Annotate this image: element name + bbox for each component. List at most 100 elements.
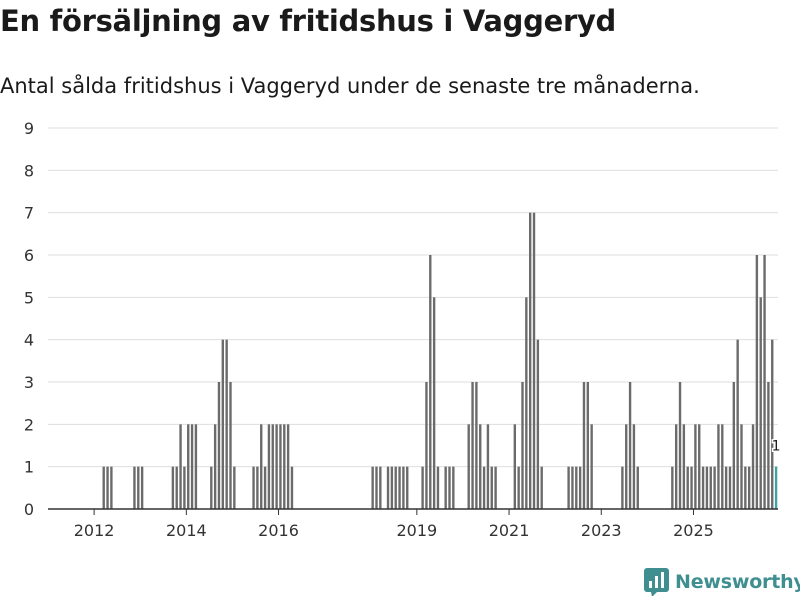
bar (494, 466, 497, 509)
y-tick-label: 2 (24, 415, 34, 434)
bar (271, 424, 274, 509)
bar (179, 424, 182, 509)
bar (390, 466, 394, 509)
x-tick-label: 2012 (74, 521, 115, 540)
y-tick-label: 7 (24, 204, 34, 223)
y-tick-label: 8 (24, 161, 34, 180)
chart-title: En försäljning av fritidshus i Vaggeryd (0, 4, 617, 38)
bar (467, 424, 470, 509)
bar (290, 466, 294, 509)
bar (286, 424, 290, 509)
bar (724, 466, 728, 509)
y-tick-label: 3 (24, 373, 34, 392)
bar (221, 339, 225, 509)
bar (721, 424, 724, 509)
bar (513, 424, 517, 509)
bar (486, 424, 490, 509)
bar (225, 339, 228, 509)
bar (751, 424, 755, 509)
bar (187, 424, 190, 509)
bar (429, 255, 432, 509)
bar (744, 466, 747, 509)
bar (528, 212, 532, 509)
bar (490, 466, 493, 509)
bar (267, 424, 271, 509)
bar (110, 466, 113, 509)
bar (682, 424, 686, 509)
bar (371, 466, 374, 509)
y-tick-label: 6 (24, 246, 34, 265)
bar (190, 424, 194, 509)
bar (402, 466, 405, 509)
bar (717, 424, 720, 509)
bar (475, 382, 478, 509)
bar (233, 466, 236, 509)
bar (444, 466, 447, 509)
bar (747, 466, 751, 509)
bar (674, 424, 678, 509)
bar (709, 466, 712, 509)
bar (106, 466, 109, 509)
bar-highlight (774, 466, 778, 509)
bar (279, 424, 282, 509)
bars (102, 212, 778, 509)
bar (713, 466, 716, 509)
bar (767, 382, 770, 509)
bar (521, 382, 524, 509)
bar (379, 466, 382, 509)
gridlines (48, 127, 778, 468)
bar (448, 466, 451, 509)
bar (625, 424, 628, 509)
x-tick-label: 2025 (673, 521, 714, 540)
bar (621, 466, 624, 509)
bar (260, 424, 263, 509)
bar (210, 466, 213, 509)
bar (283, 424, 286, 509)
bar (575, 466, 578, 509)
bar (694, 424, 697, 509)
bar (133, 466, 136, 509)
x-axis: 2012 2014 2016 2019 2021 2023 2025 (74, 509, 714, 540)
bar (701, 466, 705, 509)
x-tick-label: 2021 (489, 521, 530, 540)
bar (632, 424, 636, 509)
y-tick-label: 9 (24, 119, 34, 138)
bar (482, 466, 486, 509)
chart-logo-icon (644, 568, 669, 596)
bar (263, 466, 267, 509)
bar (194, 424, 198, 509)
bar (525, 297, 528, 509)
bar (771, 339, 774, 509)
bar (567, 466, 570, 509)
bar (398, 466, 401, 509)
bar (452, 466, 455, 509)
y-tick-label: 4 (24, 331, 34, 350)
bar (432, 297, 436, 509)
bar (536, 339, 540, 509)
x-tick-label: 2023 (581, 521, 622, 540)
bar (763, 255, 766, 509)
bar (406, 466, 409, 509)
bar (571, 466, 574, 509)
newsworthy-logo: Newsworthy (644, 568, 800, 596)
y-tick-label: 5 (24, 288, 34, 307)
x-tick-label: 2016 (258, 521, 299, 540)
bar (375, 466, 378, 509)
bar (590, 424, 593, 509)
x-tick-label: 2019 (396, 521, 437, 540)
bar (586, 382, 590, 509)
data-label-latest: 1 (772, 439, 781, 455)
bar (256, 466, 259, 509)
chart-subtitle: Antal sålda fritidshus i Vaggeryd under … (0, 74, 700, 98)
bar (517, 466, 520, 509)
bar (736, 339, 739, 509)
bar (755, 255, 759, 509)
bar (275, 424, 278, 509)
bar (175, 466, 178, 509)
bar (582, 382, 586, 509)
bar (690, 466, 693, 509)
bar (678, 382, 682, 509)
bar (540, 466, 543, 509)
bar (171, 466, 175, 509)
